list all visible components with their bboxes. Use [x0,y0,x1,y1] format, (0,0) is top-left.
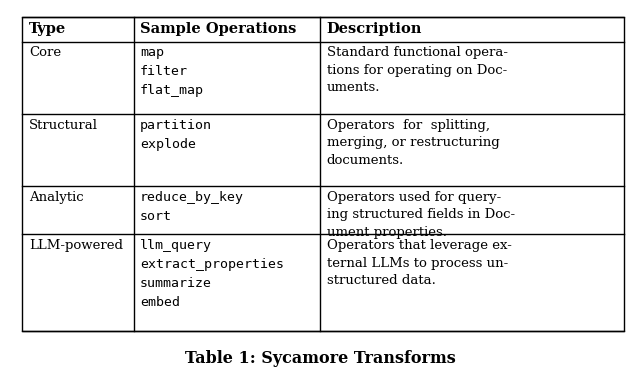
Bar [22,17,624,331]
Text: llm_query
extract_properties
summarize
embed: llm_query extract_properties summarize e… [140,239,284,309]
Text: partition
explode: partition explode [140,118,212,151]
Text: Analytic: Analytic [29,191,83,204]
Text: reduce_by_key
sort: reduce_by_key sort [140,191,244,223]
Text: Standard functional opera-
tions for operating on Doc-
uments.: Standard functional opera- tions for ope… [326,46,508,94]
Text: Core: Core [29,46,61,59]
Text: Structural: Structural [29,118,98,132]
Text: Operators  for  splitting,
merging, or restructuring
documents.: Operators for splitting, merging, or res… [326,118,499,166]
Text: map
filter
flat_map: map filter flat_map [140,46,204,97]
Text: Operators that leverage ex-
ternal LLMs to process un-
structured data.: Operators that leverage ex- ternal LLMs … [326,239,511,287]
Text: Sample Operations: Sample Operations [140,22,296,36]
Text: Operators used for query-
ing structured fields in Doc-
ument properties.: Operators used for query- ing structured… [326,191,515,239]
Text: LLM-powered: LLM-powered [29,239,123,252]
Text: Description: Description [326,22,422,36]
Text: Table 1: Sycamore Transforms: Table 1: Sycamore Transforms [184,350,456,367]
Text: Type: Type [29,22,66,36]
